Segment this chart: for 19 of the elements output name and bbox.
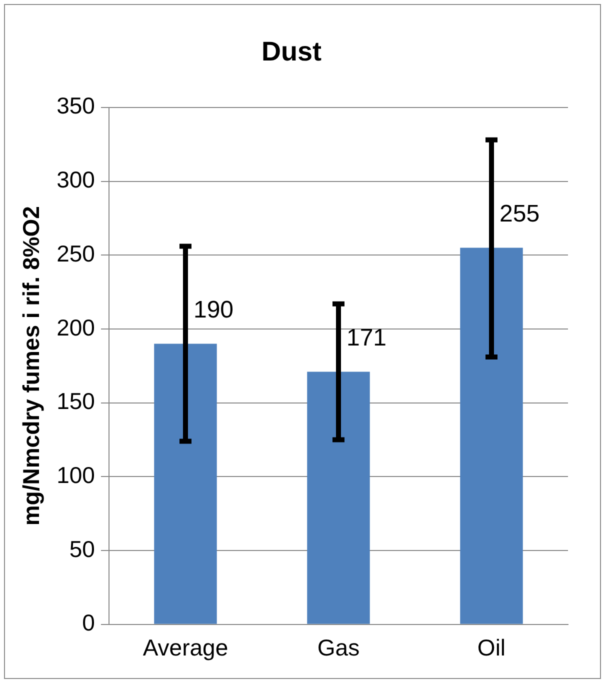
bar [460,248,523,624]
y-tick-label: 300 [56,166,95,193]
y-tick-label: 50 [69,536,95,562]
y-tick-label: 0 [82,610,95,636]
x-tick-label: Gas [317,634,360,661]
data-label: 171 [346,324,387,352]
chart-title: Dust [262,36,322,67]
bar [154,344,217,624]
y-tick-label: 350 [56,92,95,119]
y-tick-label: 100 [56,462,95,488]
data-label: 190 [193,296,234,324]
x-tick-label: Oil [477,634,506,661]
y-tick-label: 200 [56,314,95,340]
bar [307,372,370,624]
y-axis-title: mg/Nmcdry fumes i rif. 8%O2 [18,206,44,526]
data-label: 255 [499,200,540,228]
y-tick-label: 150 [56,388,95,414]
y-tick-label: 250 [56,240,95,266]
x-tick-label: Average [142,634,228,661]
